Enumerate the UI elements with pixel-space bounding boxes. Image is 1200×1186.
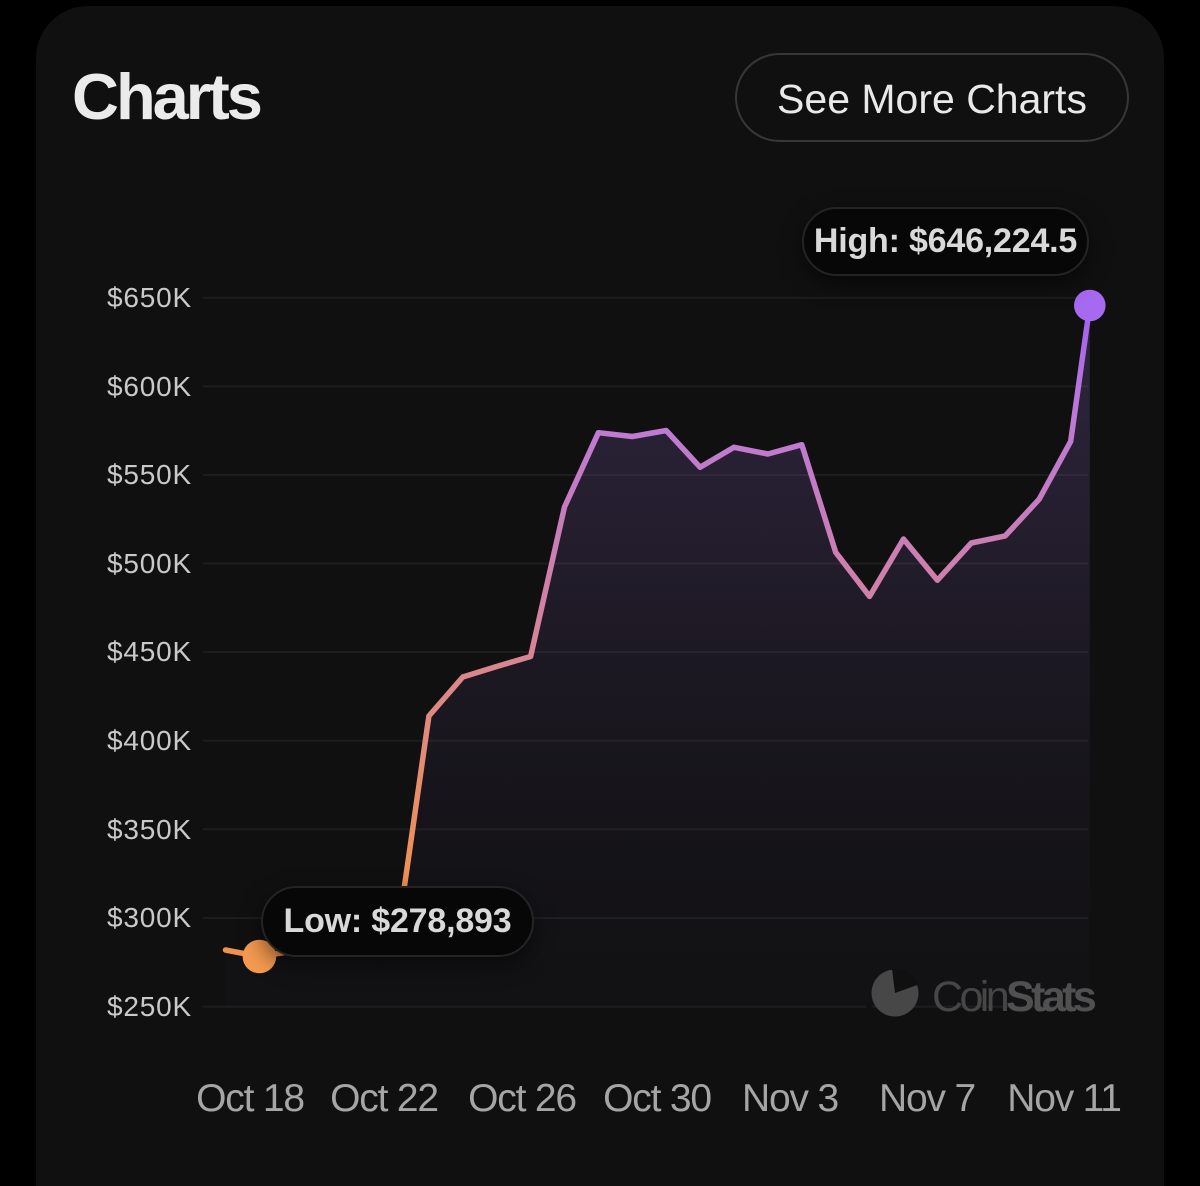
svg-text:CoinStats: CoinStats xyxy=(932,973,1096,1021)
